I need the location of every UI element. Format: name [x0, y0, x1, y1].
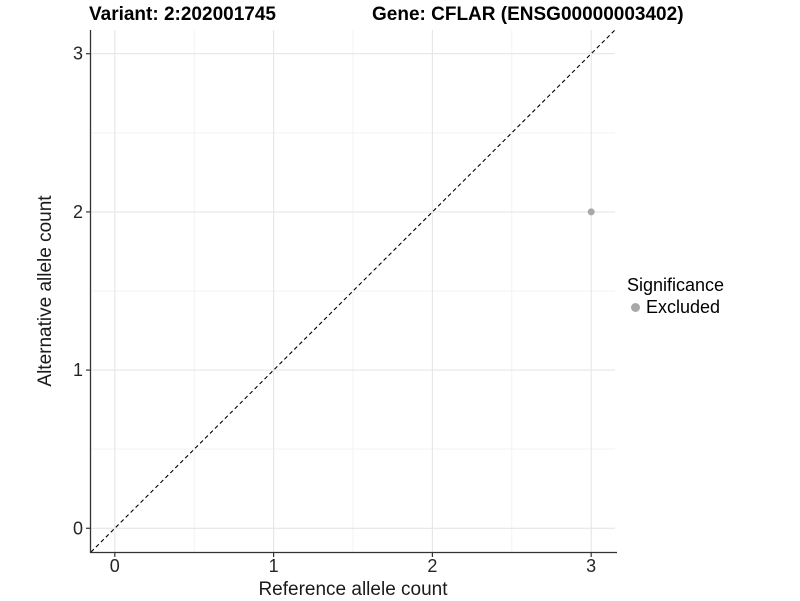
- x-tick-label: 1: [269, 556, 279, 576]
- y-tick-label: 1: [73, 360, 83, 380]
- x-tick-label: 0: [110, 556, 120, 576]
- legend-entry: Excluded: [627, 297, 724, 318]
- plot-title-variant: Variant: 2:202001745: [89, 4, 276, 25]
- x-tick-label: 3: [586, 556, 596, 576]
- y-tick-label: 2: [73, 202, 83, 222]
- y-tick-label: 3: [73, 44, 83, 64]
- legend: Significance Excluded: [627, 275, 724, 318]
- data-point: [587, 208, 595, 216]
- y-axis-title: Alternative allele count: [35, 195, 56, 387]
- y-tick-label: 0: [73, 518, 83, 538]
- plot-title-gene: Gene: CFLAR (ENSG00000003402): [372, 4, 684, 25]
- legend-key-dot-icon: [631, 303, 640, 312]
- x-tick-label: 2: [427, 556, 437, 576]
- x-axis-title: Reference allele count: [258, 579, 448, 600]
- legend-entry-label: Excluded: [646, 297, 721, 317]
- legend-title: Significance: [627, 275, 725, 295]
- identity-reference-line: [90, 29, 616, 553]
